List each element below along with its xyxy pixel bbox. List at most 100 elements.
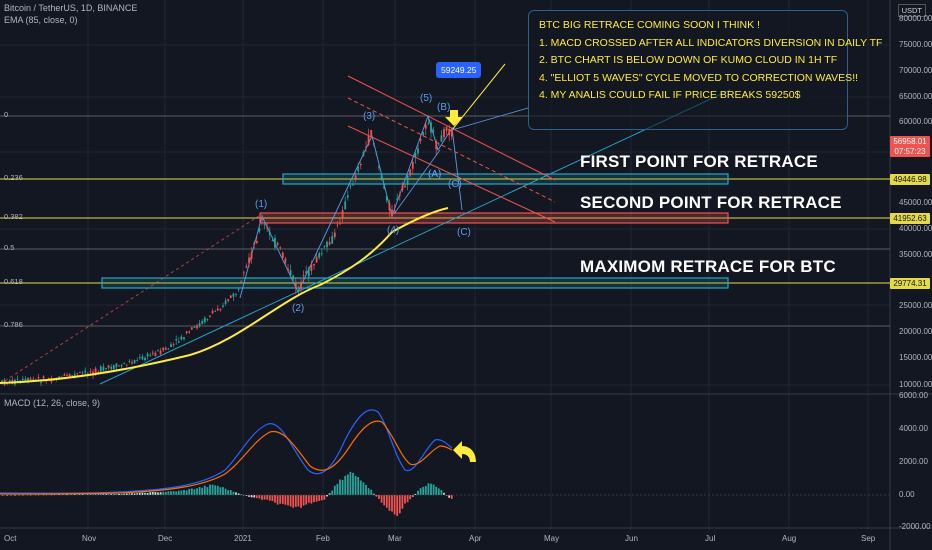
macd-histogram-bar <box>94 494 97 495</box>
candle-body <box>248 257 250 263</box>
macd-histogram-bar <box>261 495 263 500</box>
price-axis-label: 35000.00 <box>899 250 932 259</box>
candle-body <box>289 270 292 275</box>
fib-label: 0.5 <box>4 243 15 252</box>
candle-body <box>435 140 438 150</box>
wave-label: (4) <box>387 225 400 236</box>
macd-histogram-bar <box>297 495 300 507</box>
macd-histogram-bar <box>333 485 336 495</box>
candle-body <box>320 253 323 255</box>
currency-label[interactable]: USDT <box>897 4 926 17</box>
macd-histogram-bar <box>359 480 362 495</box>
candle-body <box>310 264 313 271</box>
macd-histogram-bar <box>344 475 347 495</box>
macd-line <box>0 409 453 494</box>
price-axis-label: 20000.00 <box>899 327 932 336</box>
level-tag: 49446.98 <box>890 174 930 185</box>
candle-body <box>300 283 302 290</box>
ema-indicator-label[interactable]: EMA (85, close, 0) <box>4 15 78 25</box>
candle-body <box>157 350 159 352</box>
candle-body <box>422 131 425 136</box>
macd-histogram-bar <box>172 491 175 495</box>
macd-histogram-bar <box>279 495 282 504</box>
macd-histogram-bar <box>354 475 357 495</box>
symbol-title[interactable]: Bitcoin / TetherUS, 1D, BINANCE <box>4 3 138 13</box>
macd-histogram-bar <box>201 487 204 495</box>
macd-histogram-bar <box>393 495 396 515</box>
candle-body <box>391 209 393 217</box>
candle-body <box>206 318 209 320</box>
macd-histogram-bar <box>424 485 427 495</box>
price-axis-label: 80000.00 <box>899 14 932 23</box>
macd-histogram-bar <box>125 493 128 495</box>
macd-histogram-bar <box>14 494 16 496</box>
macd-histogram-bar <box>151 492 154 495</box>
candle-body <box>315 256 318 263</box>
macd-histogram-bar <box>37 494 40 496</box>
candle-body <box>302 274 305 276</box>
candle-body <box>193 326 196 328</box>
candle-body <box>305 271 308 274</box>
macd-histogram-bar <box>185 490 188 495</box>
last-price-tag: 56958.01 <box>890 136 930 147</box>
candle-body <box>398 194 401 196</box>
macd-histogram-bar <box>323 495 326 500</box>
trend-lines <box>0 63 731 385</box>
macd-histogram-bar <box>235 492 237 495</box>
candle-body <box>162 347 165 351</box>
macd-histogram-bar <box>417 490 419 495</box>
macd-histogram-bar <box>271 495 274 502</box>
macd-histogram-bar <box>203 485 206 495</box>
macd-histogram-bar <box>29 494 32 496</box>
wave-label: (5) <box>420 93 433 104</box>
macd-histogram-bar <box>292 495 295 508</box>
macd-histogram-bar <box>383 495 386 506</box>
candle-body <box>110 366 113 369</box>
macd-histogram-bar <box>370 489 373 495</box>
candle-body <box>159 350 162 354</box>
macd-histogram-bar <box>388 495 391 511</box>
macd-histogram-bar <box>144 492 146 495</box>
macd-histogram-bar <box>196 488 198 495</box>
curved-arrow-icon <box>453 441 476 462</box>
time-axis-label: Oct <box>4 534 17 543</box>
candle-body <box>154 352 157 357</box>
fib-label: 0.618 <box>4 277 23 286</box>
candle-body <box>141 356 144 360</box>
macd-histogram-bar <box>385 495 388 508</box>
note-line: 1. MACD CROSSED AFTER ALL INDICATORS DIV… <box>539 36 883 49</box>
note-line: BTC BIG RETRACE COMING SOON I THINK ! <box>539 19 760 31</box>
fib-label: 0 <box>4 110 9 119</box>
macd-histogram-bar <box>162 491 165 495</box>
candle-body <box>73 374 76 377</box>
candle-body <box>365 146 367 148</box>
candle-body <box>250 251 253 259</box>
macd-histogram-bar <box>146 492 149 495</box>
macd-histogram-bar <box>105 493 107 495</box>
candle-body <box>214 311 217 312</box>
candle-body <box>380 175 383 179</box>
candle-body <box>313 263 315 266</box>
candle-body <box>209 315 211 317</box>
candle-body <box>94 368 97 374</box>
macd-histogram-bar <box>190 488 193 495</box>
candle-body <box>328 242 331 245</box>
macd-histogram-bar <box>315 495 318 502</box>
macd-histogram-bar <box>414 493 417 495</box>
candle-body <box>99 366 102 372</box>
candle-body <box>203 317 206 323</box>
macd-indicator-label[interactable]: MACD (12, 26, close, 9) <box>4 398 101 408</box>
analysis-note-box: BTC BIG RETRACE COMING SOON I THINK ! 1.… <box>528 10 883 130</box>
macd-histogram-bar <box>448 495 451 498</box>
candle-body <box>133 360 136 364</box>
macd-histogram-bar <box>409 495 412 500</box>
time-axis-label: Aug <box>782 534 797 543</box>
candle-body <box>354 175 357 179</box>
macd-histogram-bar <box>175 491 178 495</box>
macd-histogram-bar <box>422 486 425 495</box>
candle-body <box>237 289 240 290</box>
candle-body <box>292 275 295 280</box>
candle-body <box>144 357 146 361</box>
candle-body <box>359 163 362 166</box>
